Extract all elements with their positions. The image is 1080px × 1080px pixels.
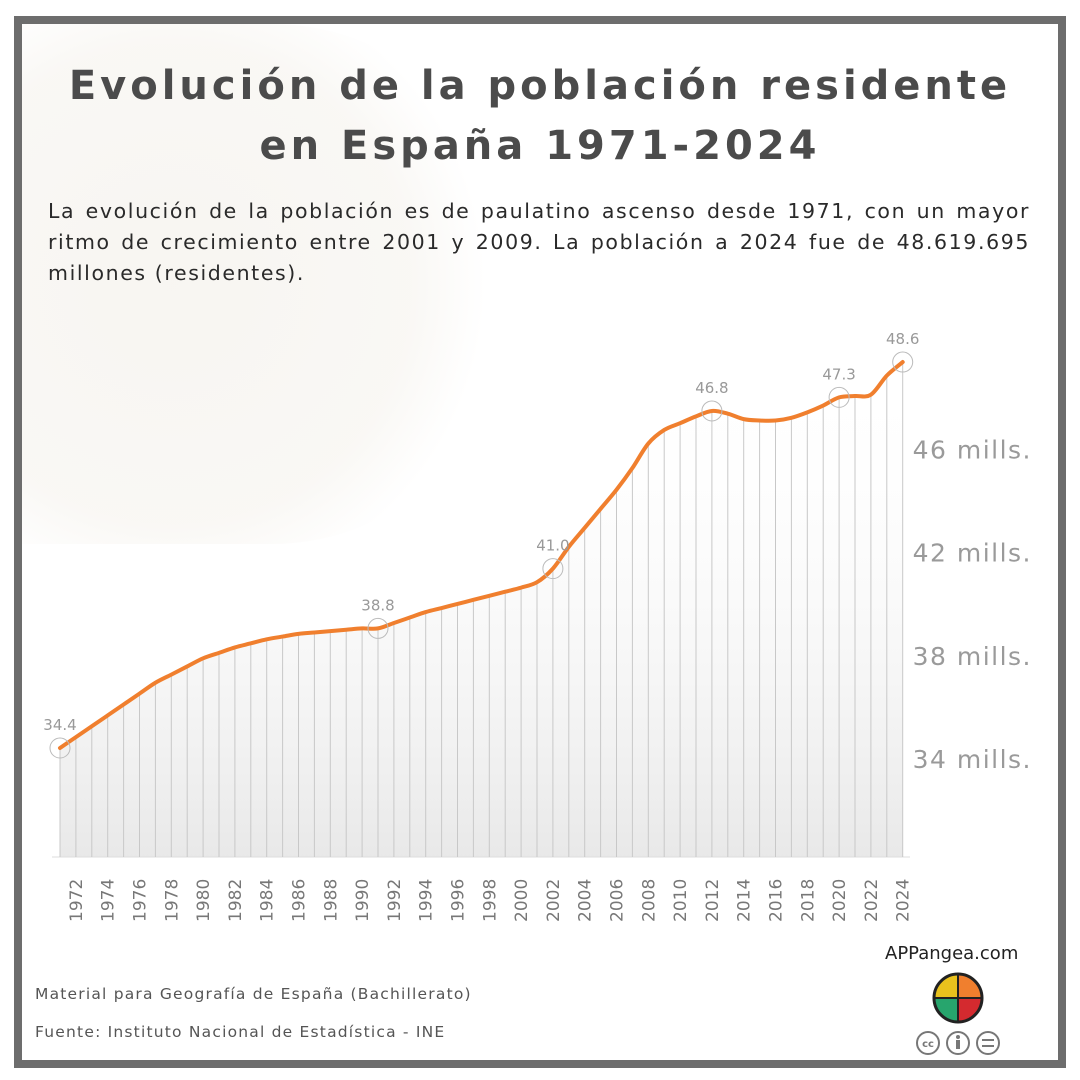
footer-material: Material para Geografía de España (Bachi… [35, 985, 472, 1003]
site-link[interactable]: APPangea.com [885, 943, 1019, 964]
x-tick-label: 2002 [544, 879, 564, 922]
x-tick-label: 1992 [385, 879, 405, 922]
data-label: 41.0 [536, 537, 569, 555]
y-tick-label: 38 mills. [913, 642, 1032, 671]
x-tick-label: 1994 [417, 879, 437, 922]
x-tick-label: 2006 [608, 879, 628, 922]
x-tick-label: 2016 [767, 879, 787, 922]
x-tick-label: 2014 [735, 879, 755, 922]
data-point-marker [542, 558, 564, 580]
x-tick-label: 1986 [290, 879, 310, 922]
x-tick-label: 1972 [67, 879, 87, 922]
x-tick-label: 2004 [576, 879, 596, 922]
data-point-marker [367, 617, 389, 639]
y-tick-label: 46 mills. [913, 436, 1032, 465]
data-point-marker [701, 400, 723, 422]
x-tick-label: 1988 [321, 879, 341, 922]
x-tick-label: 2024 [894, 879, 914, 922]
x-tick-label: 1996 [449, 879, 469, 922]
x-tick-label: 2010 [671, 879, 691, 922]
x-tick-label: 1978 [162, 879, 182, 922]
data-label: 48.6 [886, 330, 919, 348]
chart-description: La evolución de la población es de paula… [48, 199, 1030, 285]
chart-title: Evolución de la población residente en E… [68, 63, 1012, 169]
x-tick-label: 2008 [639, 879, 659, 922]
x-tick-label: 1990 [353, 879, 373, 922]
population-line [58, 360, 905, 750]
x-tick-label: 1976 [131, 879, 151, 922]
y-tick-label: 42 mills. [913, 539, 1032, 568]
data-label: 34.4 [43, 716, 76, 734]
x-tick-label: 1982 [226, 879, 246, 922]
x-tick-label: 1984 [258, 879, 278, 922]
y-tick-label: 34 mills. [913, 745, 1032, 774]
data-label: 47.3 [822, 365, 855, 383]
x-tick-label: 2020 [830, 879, 850, 922]
x-tick-label: 2018 [798, 879, 818, 922]
footer-source: Fuente: Instituto Nacional de Estadístic… [35, 1023, 446, 1041]
watermark-logo [22, 24, 522, 544]
x-tick-label: 2022 [862, 879, 882, 922]
area-fill [60, 362, 903, 857]
data-label: 46.8 [695, 379, 728, 397]
x-tick-label: 2012 [703, 879, 723, 922]
data-point-marker [892, 351, 914, 373]
x-tick-label: 1974 [99, 879, 119, 922]
x-tick-label: 1980 [194, 879, 214, 922]
data-label: 38.8 [361, 596, 394, 614]
data-point-marker [828, 386, 850, 408]
x-tick-label: 1998 [480, 879, 500, 922]
data-point-marker [49, 737, 71, 759]
x-tick-label: 2000 [512, 879, 532, 922]
frame [14, 16, 1066, 1068]
